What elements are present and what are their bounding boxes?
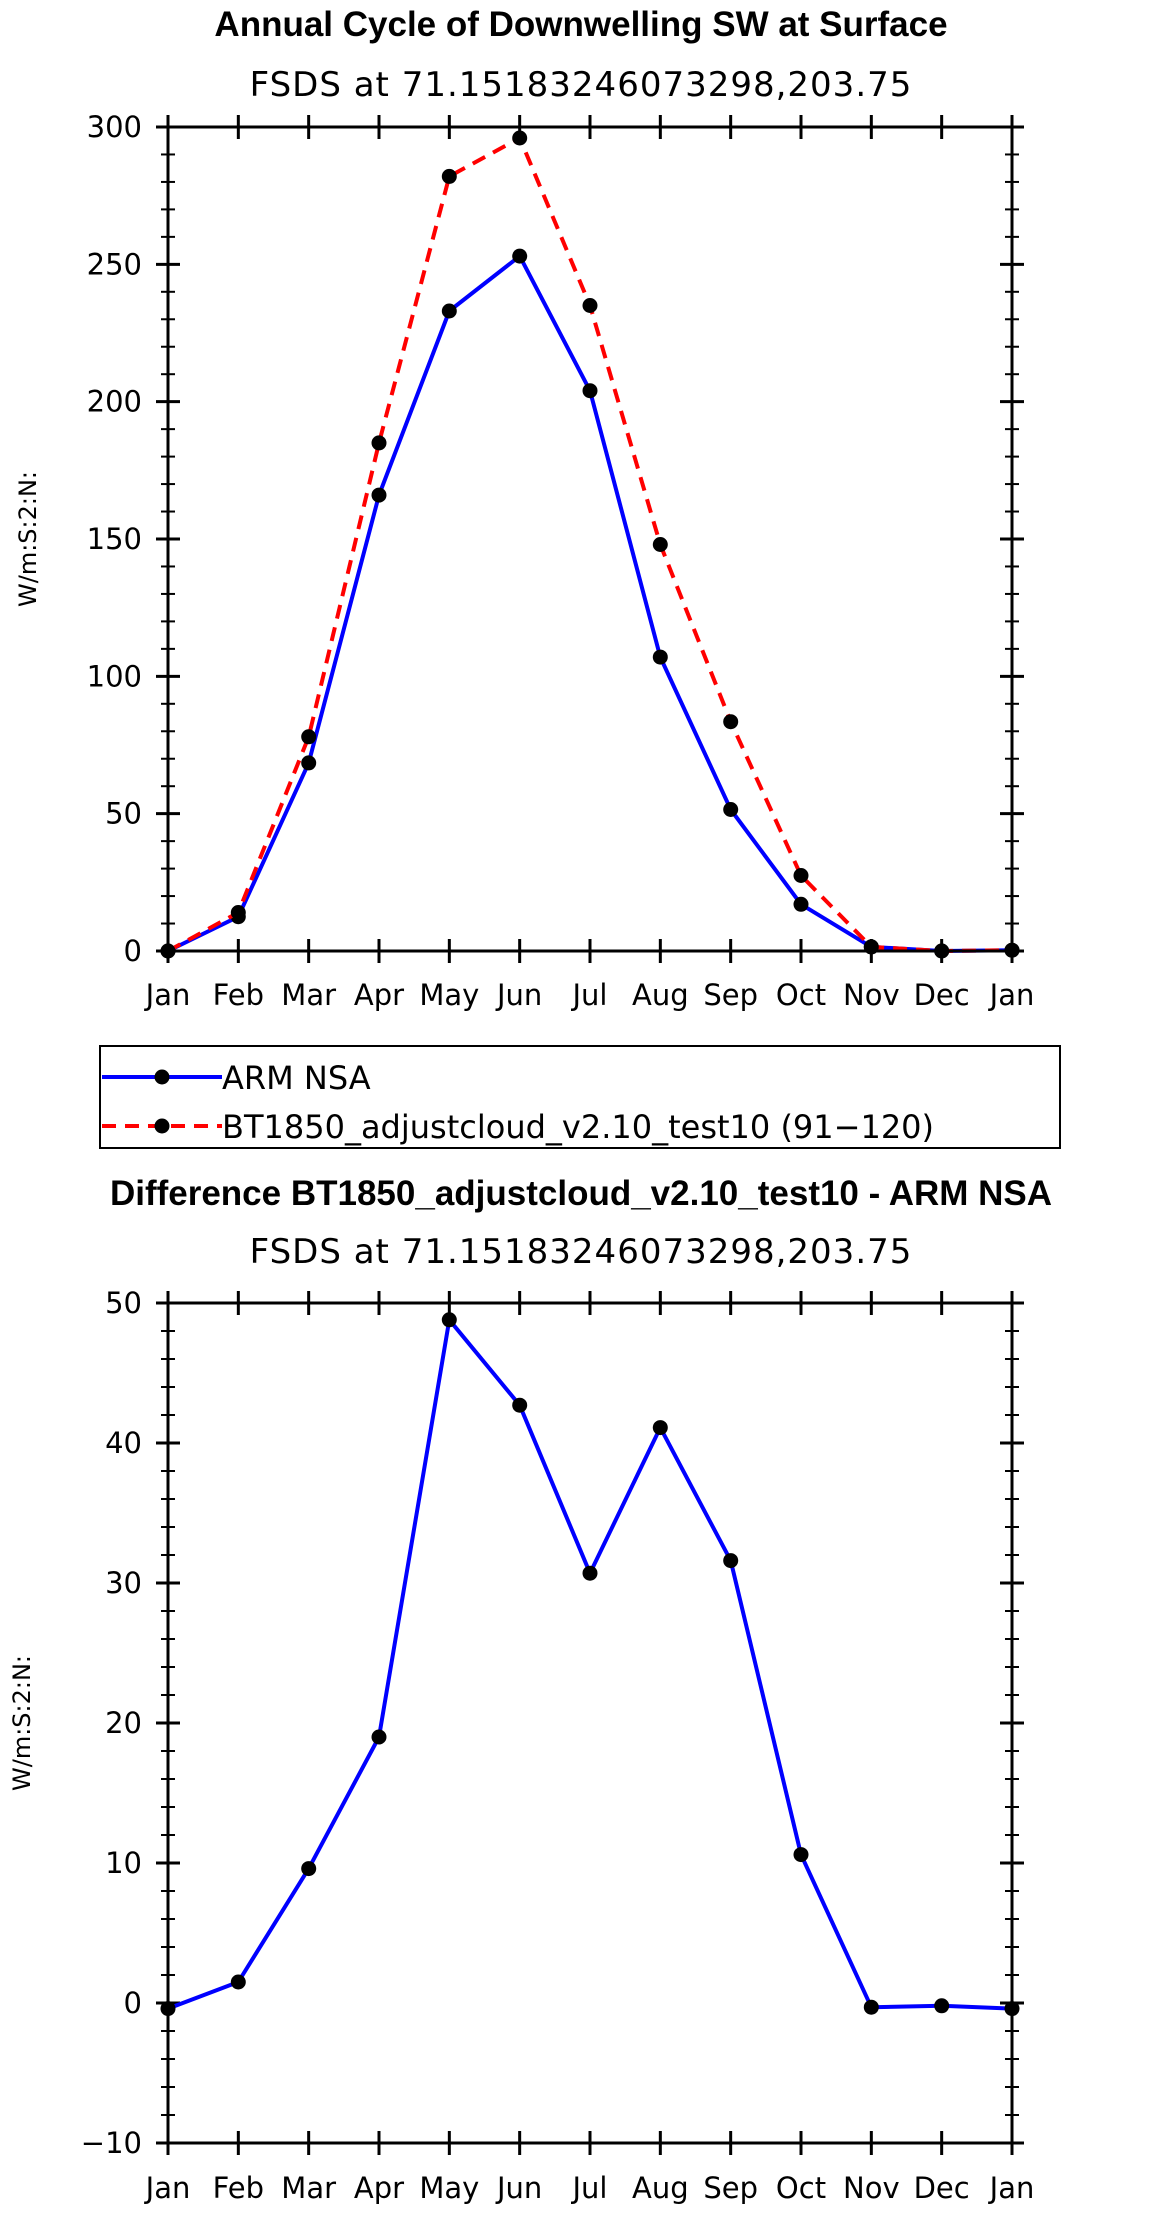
x-tick-label: Oct — [776, 978, 826, 1012]
legend-marker-arm-nsa — [154, 1069, 170, 1085]
data-point — [582, 383, 598, 399]
x-tick-label: Dec — [914, 978, 970, 1012]
y-tick-label: 10 — [105, 1846, 142, 1880]
chart1-plot-frame — [166, 125, 1014, 953]
y-tick-label: 50 — [105, 1286, 142, 1320]
chart2-ticks — [156, 1291, 1024, 2155]
x-tick-label: Jun — [495, 2171, 542, 2205]
x-tick-label: Sep — [703, 2171, 758, 2205]
data-point — [934, 1998, 950, 2014]
y-tick-label: 30 — [105, 1566, 142, 1600]
data-point — [230, 905, 246, 920]
data-point — [301, 1861, 317, 1877]
x-tick-label: Jan — [144, 2171, 191, 2205]
series-line-0 — [167, 1317, 1013, 2011]
data-point — [652, 537, 668, 552]
data-point — [582, 298, 598, 313]
legend: ARM NSA BT1850_adjustcloud_v2.10_test10 … — [99, 1045, 1061, 1149]
x-tick-label: May — [419, 978, 479, 1012]
x-tick-label: Apr — [354, 978, 404, 1012]
data-point — [723, 802, 739, 817]
data-point — [441, 1312, 457, 1328]
y-tick-label: 250 — [87, 247, 142, 281]
legend-label-arm-nsa: ARM NSA — [222, 1059, 371, 1097]
x-tick-label: Aug — [632, 2171, 689, 2205]
series-line-1 — [167, 136, 1013, 953]
chart1-y-tick-labels: 0 50 100 150 200 250 300 — [87, 110, 142, 968]
x-tick-label: Feb — [213, 2171, 264, 2205]
x-tick-label: Jul — [571, 978, 608, 1012]
legend-box — [99, 1045, 1061, 1149]
chart1-title: Annual Cycle of Downwelling SW at Surfac… — [214, 5, 947, 44]
x-tick-label: Dec — [914, 2171, 970, 2205]
data-point — [793, 896, 809, 912]
x-tick-label: Mar — [281, 978, 336, 1012]
chart1-y-axis-label: W/m:S:2:N: — [14, 471, 42, 607]
legend-label-bt1850: BT1850_adjustcloud_v2.10_test10 (91−120) — [222, 1108, 934, 1146]
chart1-ticks — [156, 115, 1024, 963]
x-tick-label: Oct — [776, 2171, 826, 2205]
data-point — [793, 868, 809, 883]
data-point — [512, 130, 528, 146]
data-point — [723, 714, 739, 730]
data-point — [723, 1553, 739, 1569]
chart2-y-tick-labels: −10 0 10 20 30 40 50 — [81, 1286, 142, 2160]
x-tick-label: Aug — [632, 978, 689, 1012]
y-tick-label: 20 — [105, 1706, 142, 1740]
data-point — [793, 1847, 809, 1863]
data-point — [371, 487, 387, 503]
data-point — [652, 1420, 668, 1436]
data-point — [652, 649, 668, 665]
y-tick-label: 0 — [124, 1986, 142, 2020]
chart1-series — [160, 130, 1020, 959]
x-tick-label: May — [419, 2171, 479, 2205]
chart-difference: Difference BT1850_adjustcloud_v2.10_test… — [8, 1174, 1052, 2205]
data-point — [512, 248, 528, 264]
x-tick-label: Sep — [703, 978, 758, 1012]
chart2-plot-frame — [166, 1301, 1014, 2145]
y-tick-label: 0 — [124, 934, 142, 968]
x-tick-label: Nov — [843, 2171, 900, 2205]
data-point — [230, 1974, 246, 1990]
x-tick-label: Jan — [988, 978, 1035, 1012]
y-tick-label: 200 — [87, 385, 142, 419]
chart2-x-tick-labels: Jan Feb Mar Apr May Jun Jul Aug Sep Oct Nov Dec Jan — [144, 2171, 1035, 2205]
chart-annual-cycle: Annual Cycle of Downwelling SW at Surfac… — [14, 5, 1034, 1012]
data-point — [863, 1999, 879, 2015]
x-tick-label: Apr — [354, 2171, 404, 2205]
data-point — [441, 303, 457, 319]
chart1-subtitle: FSDS at 71.15183246073298,203.75 — [250, 65, 913, 105]
data-point — [441, 168, 457, 184]
x-tick-label: Mar — [281, 2171, 336, 2205]
x-tick-label: Feb — [213, 978, 264, 1012]
series-line-0 — [167, 254, 1013, 953]
legend-marker-bt1850 — [154, 1118, 170, 1134]
y-tick-label: 40 — [105, 1426, 142, 1460]
chart2-y-axis-label: W/m:S:2:N: — [8, 1655, 36, 1791]
data-point — [371, 1729, 387, 1745]
chart2-subtitle: FSDS at 71.15183246073298,203.75 — [250, 1232, 913, 1272]
x-tick-label: Jul — [571, 2171, 608, 2205]
y-tick-label: 50 — [105, 797, 142, 831]
data-point — [301, 729, 317, 745]
x-tick-label: Jun — [495, 978, 542, 1012]
chart1-x-tick-labels: Jan Feb Mar Apr May Jun Jul Aug Sep Oct Nov Dec Jan — [144, 978, 1035, 1012]
x-tick-label: Nov — [843, 978, 900, 1012]
x-tick-label: Jan — [144, 978, 191, 1012]
chart2-title: Difference BT1850_adjustcloud_v2.10_test… — [110, 1174, 1052, 1213]
x-tick-label: Jan — [988, 2171, 1035, 2205]
chart2-series — [160, 1312, 1020, 2017]
y-tick-label: −10 — [81, 2126, 142, 2160]
data-point — [371, 435, 387, 451]
y-tick-label: 300 — [87, 110, 142, 144]
y-tick-label: 100 — [87, 659, 142, 693]
y-tick-label: 150 — [87, 522, 142, 556]
data-point — [582, 1565, 598, 1581]
data-point — [512, 1397, 528, 1413]
data-point — [301, 755, 317, 771]
